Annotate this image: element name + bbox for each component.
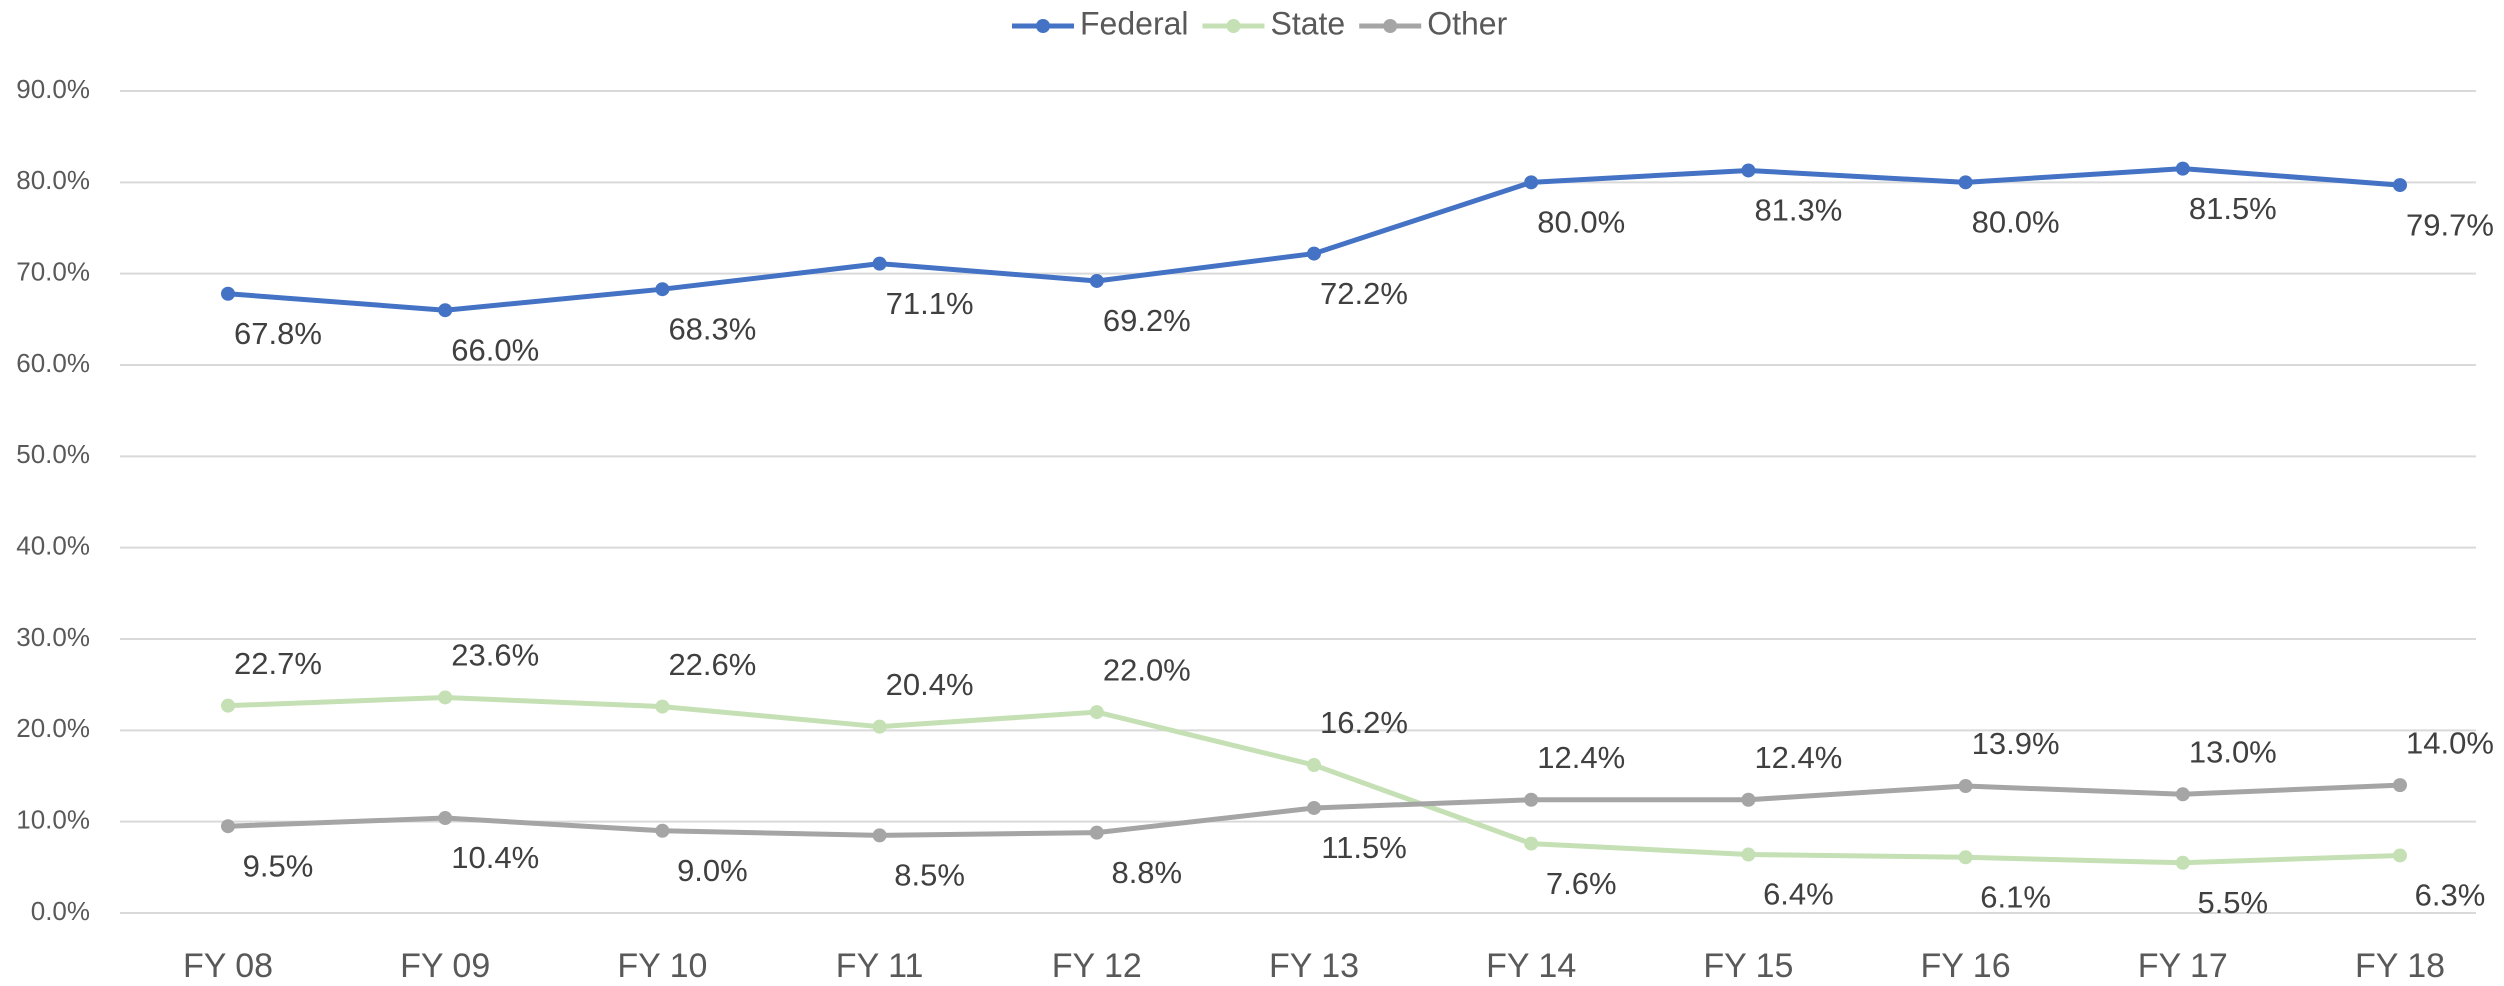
point — [1089, 825, 1104, 840]
point — [1307, 758, 1321, 773]
point — [655, 823, 670, 838]
data-label: 6.3% — [2415, 878, 2486, 913]
x-tick-label: FY 15 — [1703, 947, 1793, 985]
point — [872, 828, 887, 843]
y-tick-label: 0.0% — [31, 896, 90, 926]
data-label: 10.4% — [451, 840, 539, 875]
point — [2393, 778, 2407, 793]
legend-marker — [1226, 19, 1241, 33]
point — [1307, 246, 1321, 261]
series-line — [227, 166, 2401, 313]
y-tick-label: 10.0% — [16, 805, 90, 835]
data-label: 80.0% — [1972, 205, 2060, 240]
data-label: 79.7% — [2406, 207, 2494, 242]
data-label: 20.4% — [886, 667, 974, 702]
data-label: 22.7% — [234, 646, 322, 681]
data-label: 81.5% — [2189, 191, 2277, 226]
x-tick-label: FY 18 — [2355, 947, 2445, 985]
y-tick-label: 20.0% — [16, 713, 90, 743]
y-tick-label: 80.0% — [16, 165, 90, 195]
data-label: 67.8% — [234, 316, 322, 351]
point — [655, 282, 670, 297]
point — [2175, 787, 2190, 802]
point — [1741, 847, 1756, 862]
series-line — [227, 694, 2401, 866]
point — [1741, 792, 1756, 807]
data-label: 5.5% — [2197, 885, 2268, 920]
point — [1307, 800, 1321, 815]
legend-label: Other — [1427, 5, 1507, 41]
point — [1089, 705, 1104, 720]
x-tick-label: FY 17 — [2138, 947, 2228, 985]
point — [221, 698, 235, 713]
x-tick-label: FY 16 — [1921, 947, 2011, 985]
point — [2175, 161, 2190, 176]
legend-label: State — [1271, 5, 1346, 41]
point — [1089, 273, 1104, 288]
data-label: 22.0% — [1103, 652, 1191, 687]
data-label: 16.2% — [1320, 705, 1408, 740]
y-tick-label: 30.0% — [16, 622, 90, 652]
point — [1958, 850, 1973, 865]
point — [1524, 836, 1539, 851]
data-label: 80.0% — [1537, 205, 1625, 240]
point — [2393, 178, 2407, 193]
point — [1958, 779, 1973, 794]
point — [1741, 163, 1756, 178]
point — [2175, 855, 2190, 870]
x-tick-label: FY 10 — [617, 947, 707, 985]
data-label: 68.3% — [668, 311, 756, 346]
data-label: 6.1% — [1980, 879, 2051, 914]
point — [438, 303, 453, 318]
point — [2393, 848, 2407, 863]
legend-label: Federal — [1080, 5, 1189, 41]
point — [1524, 175, 1539, 190]
data-label: 71.1% — [886, 286, 974, 321]
point — [221, 819, 235, 834]
data-label: 12.4% — [1537, 740, 1625, 775]
data-label: 12.4% — [1754, 740, 1842, 775]
point — [872, 256, 887, 271]
data-label: 23.6% — [451, 638, 539, 673]
y-tick-label: 70.0% — [16, 257, 90, 287]
data-label: 13.9% — [1972, 726, 2060, 761]
point — [1524, 792, 1539, 807]
x-tick-label: FY 13 — [1269, 947, 1359, 985]
x-tick-label: FY 14 — [1486, 947, 1576, 985]
point — [872, 719, 887, 734]
legend-marker — [1383, 19, 1398, 33]
point — [1958, 175, 1973, 190]
x-tick-label: FY 12 — [1052, 947, 1142, 985]
x-tick-label: FY 08 — [183, 947, 273, 985]
x-tick-label: FY 09 — [400, 947, 490, 985]
data-label: 66.0% — [451, 332, 539, 367]
x-tick-label: FY 11 — [836, 947, 924, 985]
point — [655, 699, 670, 714]
data-label: 13.0% — [2189, 734, 2277, 769]
data-label: 8.8% — [1111, 855, 1182, 890]
data-label: 22.6% — [668, 647, 756, 682]
data-label: 72.2% — [1320, 276, 1408, 311]
data-label: 81.3% — [1754, 193, 1842, 228]
point — [438, 811, 453, 826]
data-label: 11.5% — [1321, 830, 1407, 865]
legend-marker — [1036, 19, 1050, 33]
y-tick-label: 50.0% — [16, 439, 90, 469]
point — [221, 286, 235, 301]
data-label: 9.0% — [677, 853, 748, 888]
data-label: 8.5% — [894, 858, 965, 893]
y-tick-label: 40.0% — [16, 531, 90, 561]
y-tick-label: 60.0% — [16, 348, 90, 378]
y-tick-label: 90.0% — [16, 74, 90, 104]
data-label: 14.0% — [2406, 725, 2494, 760]
data-label: 7.6% — [1546, 866, 1617, 901]
data-label: 6.4% — [1763, 877, 1834, 912]
point — [438, 690, 453, 705]
data-label: 69.2% — [1103, 303, 1191, 338]
data-label: 9.5% — [243, 848, 314, 883]
